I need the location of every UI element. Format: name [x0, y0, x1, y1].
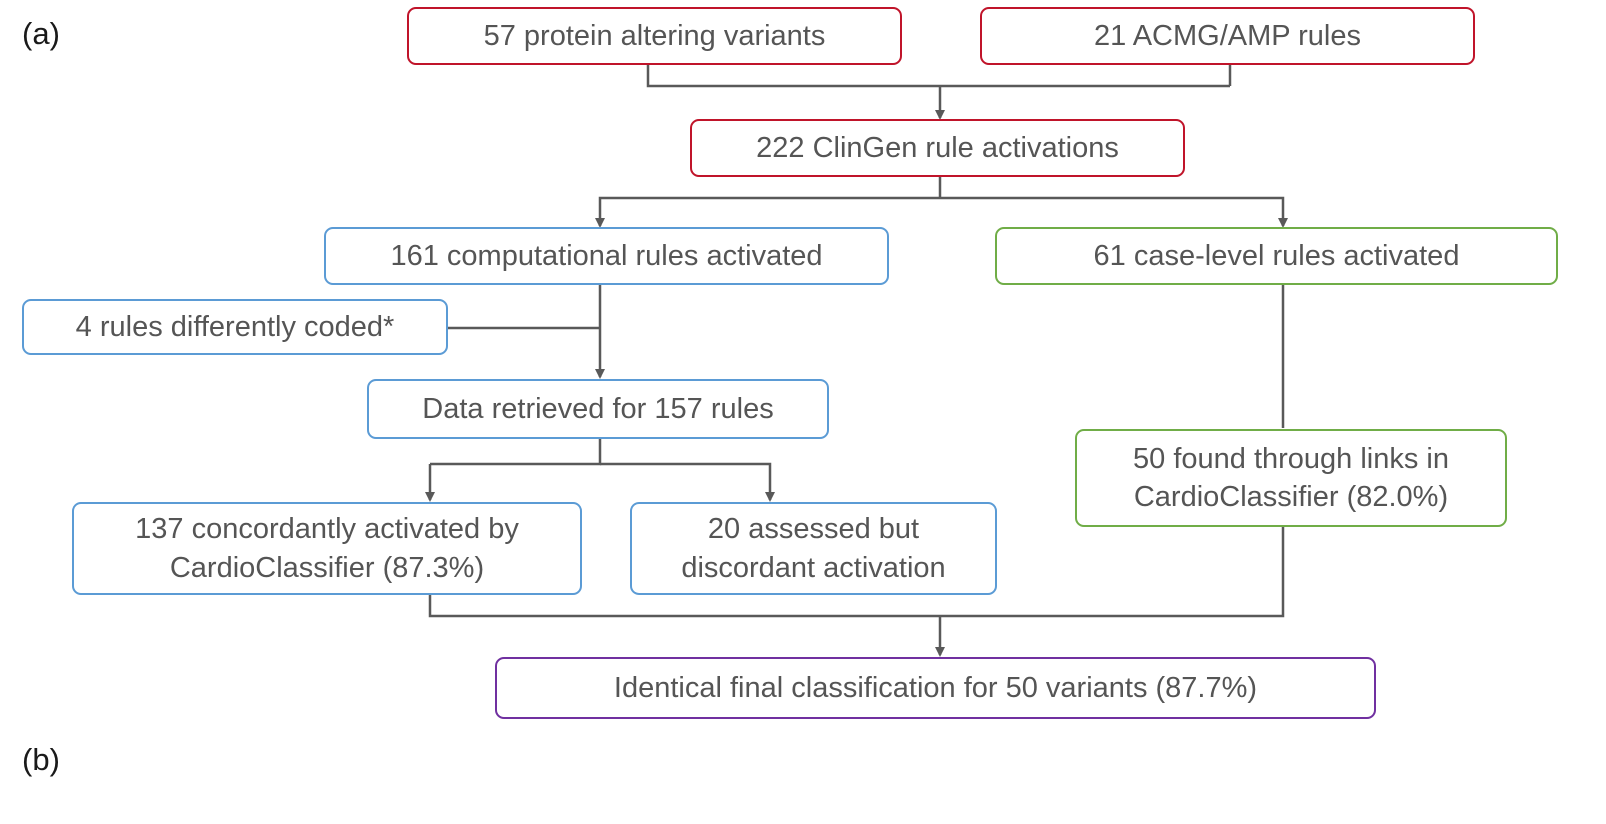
connector-variants-to-merge: [646, 64, 1230, 88]
node-protein-altering-variants: 57 protein altering variants: [407, 7, 902, 65]
node-clingen-rule-activations: 222 ClinGen rule activations: [690, 119, 1185, 177]
panel-label-a: (a): [22, 16, 60, 51]
connector-split-to-discordant: [600, 462, 775, 502]
node-data-retrieved: Data retrieved for 157 rules: [367, 379, 829, 439]
node-identical-final-classification: Identical final classification for 50 va…: [495, 657, 1376, 719]
node-found-through-links: 50 found through links in CardioClassifi…: [1075, 429, 1507, 527]
panel-label-b: (b): [22, 742, 60, 777]
node-concordantly-activated: 137 concordantly activated by CardioClas…: [72, 502, 582, 595]
node-discordant-activation: 20 assessed but discordant activation: [630, 502, 997, 595]
node-differently-coded: 4 rules differently coded*: [22, 299, 448, 355]
node-case-level-rules: 61 case-level rules activated: [995, 227, 1558, 285]
connector-retrieved-to-split: [430, 438, 602, 466]
connector-links-to-merge: [428, 526, 1285, 618]
connector-split-to-computational: [595, 196, 940, 228]
connector-split-to-case-level: [940, 196, 1288, 228]
node-computational-rules: 161 computational rules activated: [324, 227, 889, 285]
node-acmg-amp-rules: 21 ACMG/AMP rules: [980, 7, 1475, 65]
